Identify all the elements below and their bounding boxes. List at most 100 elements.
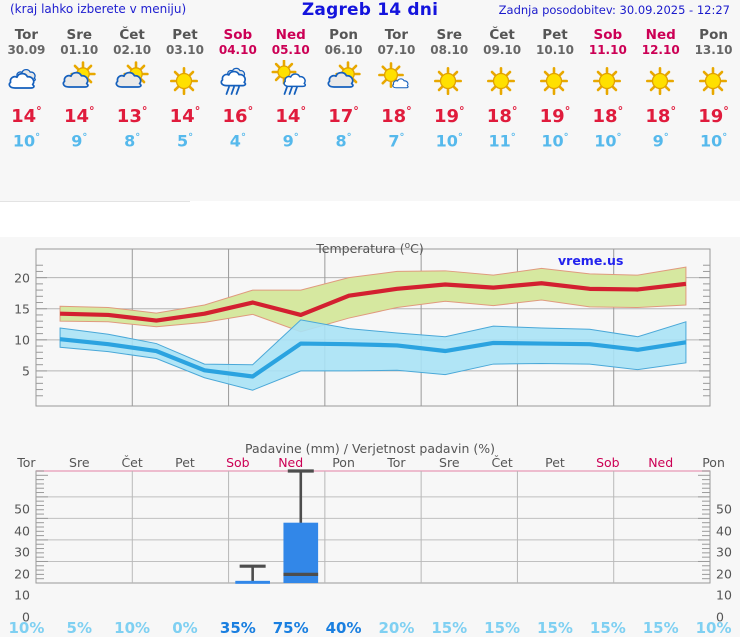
day-temp-min: 10° bbox=[435, 131, 463, 151]
day-temp-min: 9° bbox=[71, 131, 88, 151]
day-column-2[interactable]: Sre 01.10 14° 9° bbox=[53, 22, 106, 151]
day-column-3[interactable]: Čet 02.10 13° 8° bbox=[106, 22, 159, 151]
temp-y-tick-20: 20 bbox=[14, 270, 30, 286]
weather-icon-sunny bbox=[592, 67, 621, 96]
day-date: 13.10 bbox=[694, 43, 733, 57]
precip-day-label-12: Sob bbox=[596, 455, 620, 470]
temperature-plot-area bbox=[0, 237, 740, 437]
day-weather-icon bbox=[634, 60, 687, 98]
precip-day-label-2: Sre bbox=[69, 455, 90, 470]
temp-y-tick-5: 5 bbox=[22, 363, 30, 379]
precip-probability-1: 10% bbox=[8, 619, 45, 637]
precip-probability-8: 20% bbox=[378, 619, 415, 637]
day-column-14[interactable]: Pon 13.10 19° 10° bbox=[687, 22, 740, 151]
day-name: Sob bbox=[593, 27, 623, 43]
precip-day-label-5: Sob bbox=[226, 455, 250, 470]
day-column-4[interactable]: Pet 03.10 14° 5° bbox=[159, 22, 212, 151]
weather-icon-cloudy bbox=[8, 68, 37, 89]
precip-y-tick-left-30: 30 bbox=[14, 544, 30, 560]
weather-icon-partly-sunny bbox=[327, 61, 361, 88]
day-name: Sob bbox=[223, 27, 253, 43]
day-name: Pon bbox=[699, 27, 728, 43]
day-date: 09.10 bbox=[483, 43, 522, 57]
day-temp-max: 13° bbox=[116, 105, 148, 127]
weather-icon-sun-rain bbox=[271, 60, 306, 95]
day-temp-max: 18° bbox=[381, 105, 412, 127]
precip-probability-9: 15% bbox=[431, 619, 468, 637]
day-column-11[interactable]: Pet 10.10 19° 10° bbox=[529, 22, 582, 151]
precip-y-tick-right-30: 30 bbox=[716, 544, 732, 560]
precip-y-tick-right-10: 10 bbox=[716, 587, 732, 603]
weather-icon-partly-sunny bbox=[115, 61, 149, 88]
day-column-9[interactable]: Sre 08.10 19° 10° bbox=[423, 22, 476, 151]
day-temp-max: 19° bbox=[698, 105, 729, 127]
day-column-5[interactable]: Sob 04.10 16° 4° bbox=[211, 22, 264, 151]
divider-line bbox=[0, 201, 190, 202]
day-weather-icon bbox=[476, 60, 529, 98]
day-temp-min: 8° bbox=[124, 131, 141, 151]
precip-day-label-11: Pet bbox=[545, 455, 565, 470]
day-column-8[interactable]: Tor 07.10 18° 7° bbox=[370, 22, 423, 151]
day-date: 02.10 bbox=[113, 43, 152, 57]
day-temp-max: 17° bbox=[328, 105, 359, 127]
weather-icon-partly-sunny bbox=[62, 61, 96, 88]
day-name: Ned bbox=[275, 27, 306, 43]
precip-day-label-14: Pon bbox=[702, 455, 725, 470]
day-column-6[interactable]: Ned 05.10 14° 9° bbox=[264, 22, 317, 151]
weather-icon-sunny bbox=[169, 67, 198, 96]
precip-day-label-1: Tor bbox=[17, 455, 36, 470]
section-divider bbox=[0, 201, 740, 237]
precip-day-label-3: Čet bbox=[121, 455, 143, 470]
day-temp-max: 16° bbox=[222, 105, 254, 127]
day-column-10[interactable]: Čet 09.10 18° 11° bbox=[476, 22, 529, 151]
day-weather-icon bbox=[106, 60, 159, 98]
precip-probability-5: 35% bbox=[219, 619, 256, 637]
precip-day-label-7: Pon bbox=[332, 455, 355, 470]
day-date: 07.10 bbox=[377, 43, 416, 57]
precip-probability-11: 15% bbox=[537, 619, 573, 637]
weather-icon-sunny bbox=[434, 67, 463, 96]
day-column-7[interactable]: Pon 06.10 17° 8° bbox=[317, 22, 370, 151]
day-date: 03.10 bbox=[166, 43, 204, 57]
precip-day-label-13: Ned bbox=[648, 455, 674, 470]
day-name: Sre bbox=[66, 27, 93, 43]
day-weather-icon bbox=[581, 60, 634, 98]
day-temp-min: 5° bbox=[176, 131, 194, 151]
day-name: Tor bbox=[14, 27, 39, 43]
day-date: 11.10 bbox=[588, 43, 627, 57]
day-temp-max: 19° bbox=[539, 105, 571, 127]
day-column-13[interactable]: Ned 12.10 18° 9° bbox=[634, 22, 687, 151]
precip-probability-6: 75% bbox=[272, 619, 309, 637]
day-weather-icon bbox=[264, 60, 317, 98]
day-weather-icon bbox=[529, 60, 582, 98]
day-weather-icon bbox=[687, 60, 740, 98]
day-temp-min: 8° bbox=[335, 131, 352, 151]
day-name: Pon bbox=[329, 27, 358, 43]
day-column-12[interactable]: Sob 11.10 18° 10° bbox=[581, 22, 634, 151]
location-hint: (kraj lahko izberete v meniju) bbox=[10, 2, 187, 16]
precip-probability-10: 15% bbox=[484, 619, 521, 637]
weather-icon-sunny bbox=[645, 67, 674, 96]
precipitation-chart-title: Padavine (mm) / Verjetnost padavin (%) bbox=[245, 441, 495, 456]
temperature-chart-title: Temperatura (oC) bbox=[316, 241, 424, 257]
daily-forecast-strip: Tor 30.09 14° 10° Sre 01.10 14° 9° Čet 02.10 13… bbox=[0, 22, 740, 167]
day-temp-min: 11° bbox=[488, 131, 516, 151]
day-weather-icon bbox=[370, 60, 423, 98]
day-column-1[interactable]: Tor 30.09 14° 10° bbox=[0, 22, 53, 151]
day-temp-max: 19° bbox=[433, 105, 465, 127]
precipitation-svg bbox=[35, 469, 711, 584]
day-weather-icon bbox=[159, 60, 212, 98]
temp-y-tick-10: 10 bbox=[14, 332, 30, 348]
weather-icon-sunny bbox=[539, 67, 568, 96]
precip-probability-4: 0% bbox=[172, 619, 198, 637]
weather-icon-sunny bbox=[487, 67, 516, 96]
precip-probability-13: 15% bbox=[642, 619, 679, 637]
day-name: Sre bbox=[436, 27, 463, 43]
day-weather-icon bbox=[211, 60, 264, 98]
precip-day-label-8: Tor bbox=[387, 455, 406, 470]
day-temp-min: 9° bbox=[652, 131, 669, 151]
precip-y-tick-right-20: 20 bbox=[716, 566, 732, 582]
precip-probability-14: 10% bbox=[695, 619, 732, 637]
precip-probability-2: 5% bbox=[66, 619, 92, 637]
weather-icon-sunny bbox=[698, 67, 727, 96]
